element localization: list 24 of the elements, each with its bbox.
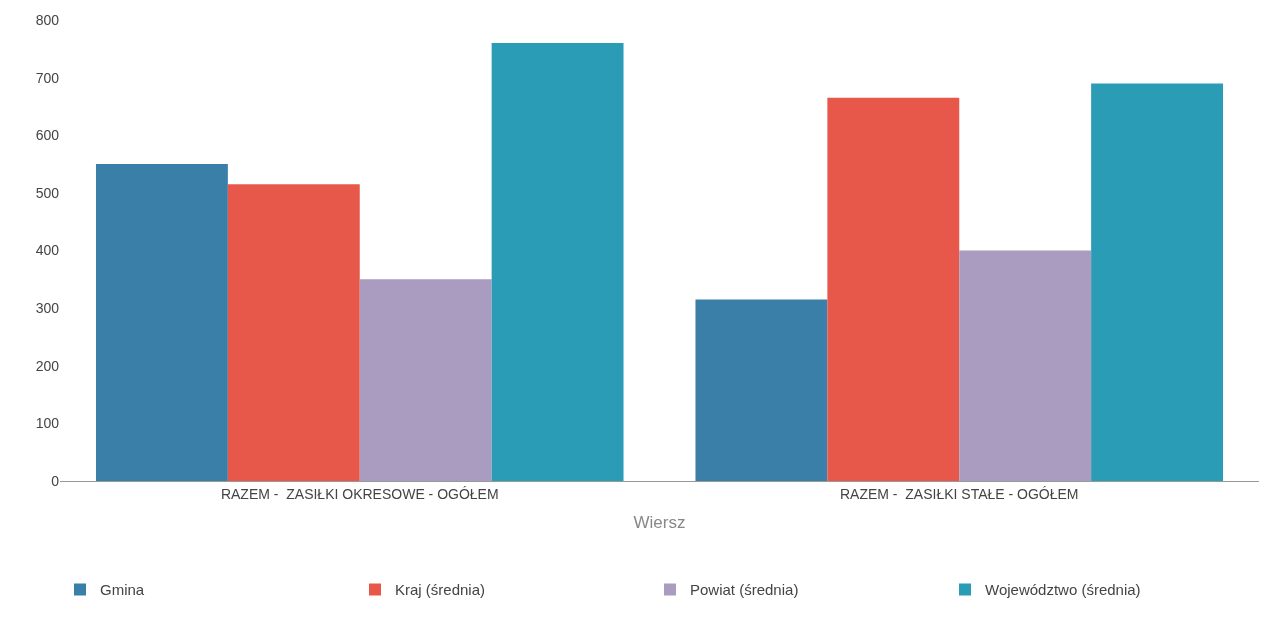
y-tick-label: 400 bbox=[35, 242, 60, 259]
y-tick-label: 700 bbox=[35, 69, 60, 86]
bar bbox=[359, 279, 492, 481]
x-tick-label: RAZEM - ZASIŁKI OKRESOWE - OGÓŁEM bbox=[220, 485, 499, 502]
bar bbox=[695, 299, 828, 481]
bar bbox=[95, 164, 228, 481]
bar bbox=[227, 184, 360, 481]
y-tick-label: 100 bbox=[35, 415, 60, 432]
y-tick-label: 500 bbox=[35, 184, 60, 201]
legend-label: Gmina bbox=[100, 581, 145, 599]
legend-label: Województwo (średnia) bbox=[985, 581, 1141, 599]
bar bbox=[959, 250, 1092, 481]
bar bbox=[1091, 83, 1224, 481]
legend-label: Powiat (średnia) bbox=[690, 581, 799, 599]
bar bbox=[491, 43, 624, 481]
bar bbox=[827, 97, 960, 481]
y-tick-label: 0 bbox=[51, 472, 60, 489]
y-tick-label: 200 bbox=[35, 357, 60, 374]
y-tick-label: 800 bbox=[35, 11, 60, 28]
legend-label: Kraj (średnia) bbox=[395, 581, 486, 599]
x-axis-title: Wiersz bbox=[633, 513, 686, 533]
x-tick-label: RAZEM - ZASIŁKI STAŁE - OGÓŁEM bbox=[839, 485, 1079, 502]
y-tick-label: 600 bbox=[35, 127, 60, 144]
y-tick-label: 300 bbox=[35, 300, 60, 317]
